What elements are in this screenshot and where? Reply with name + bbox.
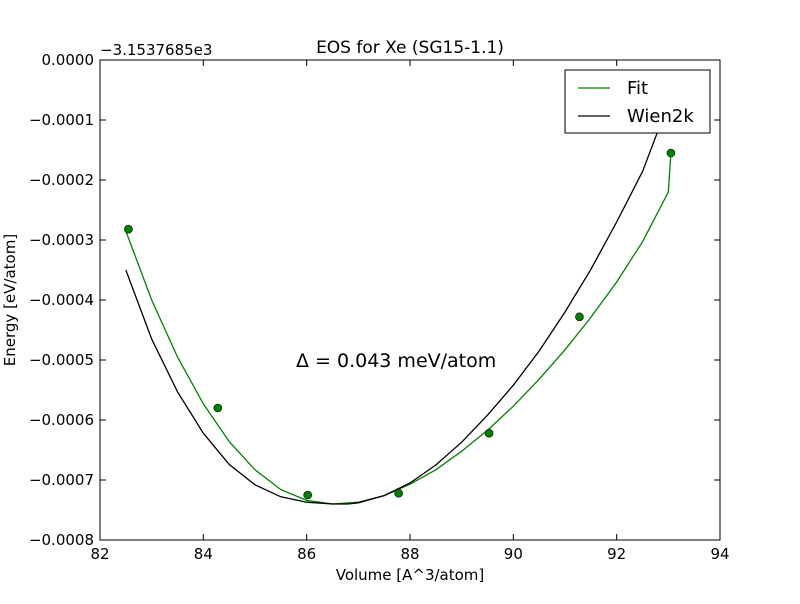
- data-point: [575, 312, 584, 322]
- legend-label-fit: Fit: [627, 78, 648, 99]
- y-tick-label: −0.0001: [29, 111, 94, 129]
- y-tick-label: 0.0000: [42, 51, 95, 69]
- y-tick-label: −0.0004: [29, 291, 94, 309]
- data-point: [303, 490, 313, 500]
- data-point: [394, 488, 403, 498]
- x-tick-label: 94: [710, 545, 729, 563]
- chart-title: EOS for Xe (SG15-1.1): [316, 38, 504, 58]
- series-line-wien2k: [125, 130, 659, 505]
- x-tick-label: 82: [90, 545, 109, 563]
- y-tick-label: −0.0003: [29, 231, 94, 249]
- data-point: [213, 403, 223, 413]
- legend: Fit Wien2k: [564, 69, 711, 134]
- delta-annotation: Δ = 0.043 meV/atom: [296, 350, 496, 372]
- data-point: [124, 224, 133, 234]
- ticks-layer: 82 84 86 88 90 92 94 0.0000 −0.0001 −0.0002 −0.000…: [29, 51, 730, 563]
- series-layer: [125, 130, 672, 505]
- data-point: [484, 428, 494, 438]
- x-tick-label: 84: [194, 545, 213, 563]
- y-axis-label: Energy [eV/atom]: [1, 234, 19, 366]
- y-tick-label: −0.0008: [29, 531, 94, 549]
- y-tick-label: −0.0002: [29, 171, 94, 189]
- y-tick-label: −0.0007: [29, 471, 94, 489]
- points-layer: [124, 148, 676, 500]
- x-tick-label: 88: [400, 545, 419, 563]
- series-line-fit: [125, 152, 672, 505]
- x-tick-label: 86: [297, 545, 316, 563]
- data-point: [666, 148, 676, 158]
- y-tick-label: −0.0005: [29, 351, 94, 369]
- x-tick-label: 90: [504, 545, 523, 563]
- x-tick-label: 92: [607, 545, 626, 563]
- x-axis-label: Volume [A^3/atom]: [336, 566, 485, 584]
- y-tick-label: −0.0006: [29, 411, 94, 429]
- legend-label-wien2k: Wien2k: [627, 106, 694, 127]
- y-offset-label: −3.1537685e3: [100, 41, 212, 59]
- legend-box: [564, 69, 711, 134]
